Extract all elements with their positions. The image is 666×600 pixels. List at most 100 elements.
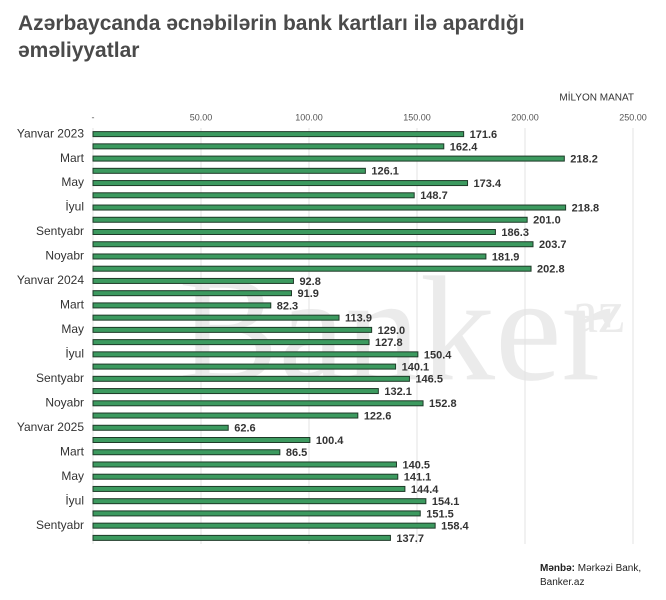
bar <box>92 155 565 162</box>
value-label: 151.5 <box>426 508 454 520</box>
y-tick-label: Sentyabr <box>36 371 84 385</box>
source-line: Mərkəzi Bank, <box>577 563 642 574</box>
value-label: 122.6 <box>364 410 392 422</box>
value-label: 140.1 <box>402 361 430 373</box>
bar <box>92 424 229 431</box>
y-tick-label: Yanvar 2025 <box>17 420 84 434</box>
value-label: 150.4 <box>424 349 452 361</box>
source-line: Banker.az <box>540 577 585 588</box>
bar <box>92 314 340 321</box>
y-tick-label: Yanvar 2023 <box>17 126 84 140</box>
value-label: 162.4 <box>450 141 478 153</box>
y-tick-label: May <box>61 175 84 189</box>
value-label: 91.9 <box>298 288 319 300</box>
bar <box>92 375 410 382</box>
y-tick-label: Mart <box>60 444 85 458</box>
y-tick-label: Noyabr <box>45 249 84 263</box>
chart-title: Azərbaycanda əcnəbilərin bank kartları i… <box>18 12 525 62</box>
value-label: 152.8 <box>429 398 457 410</box>
value-label: 129.0 <box>378 325 406 337</box>
x-tick-label: - <box>92 112 95 122</box>
x-tick-label: 150.00 <box>403 112 431 122</box>
x-tick-label: 200.00 <box>511 112 539 122</box>
value-label: 158.4 <box>441 521 469 533</box>
bar <box>92 290 293 297</box>
value-label: 100.4 <box>316 435 344 447</box>
value-label: 86.5 <box>286 447 307 459</box>
watermark-sup: az <box>571 279 624 345</box>
value-label: 218.2 <box>570 153 598 165</box>
bar <box>92 510 421 517</box>
y-tick-label: Yanvar 2024 <box>17 273 84 287</box>
bar <box>92 277 294 284</box>
value-label: 92.8 <box>299 276 320 288</box>
y-tick-label: Noyabr <box>45 395 84 409</box>
bar <box>92 192 415 199</box>
y-tick-label: May <box>61 469 84 483</box>
x-tick-label: 50.00 <box>190 112 213 122</box>
y-tick-label: İyul <box>65 200 84 214</box>
bar <box>92 302 272 309</box>
source-label: Mənbə: <box>540 563 575 574</box>
bar <box>92 412 359 419</box>
bar <box>92 167 366 174</box>
value-label: 146.5 <box>415 374 443 386</box>
bar <box>92 216 528 223</box>
value-label: 203.7 <box>539 239 567 251</box>
y-tick-label: İyul <box>65 347 84 361</box>
axis-label: MİLYON MANAT <box>559 91 634 104</box>
value-label: 186.3 <box>501 227 529 239</box>
bar <box>92 131 465 138</box>
y-tick-label: Mart <box>60 298 85 312</box>
source: Mənbə: Mərkəzi Bank, Banker.az <box>540 562 641 590</box>
value-label: 148.7 <box>420 190 448 202</box>
bar <box>92 143 445 150</box>
value-label: 202.8 <box>537 264 565 276</box>
bar <box>92 180 469 187</box>
bar <box>92 253 487 260</box>
bar <box>92 498 427 505</box>
y-tick-label: İyul <box>65 493 84 507</box>
value-label: 144.4 <box>411 484 439 496</box>
value-label: 173.4 <box>474 178 502 190</box>
bar <box>92 339 370 346</box>
bar <box>92 461 397 468</box>
bar <box>92 400 424 407</box>
bar <box>92 363 397 370</box>
bar <box>92 473 399 480</box>
x-tick-label: 100.00 <box>295 112 323 122</box>
bar <box>92 449 281 456</box>
value-label: 113.9 <box>345 313 372 325</box>
bar <box>92 388 379 395</box>
bar <box>92 265 532 272</box>
value-label: 154.1 <box>432 496 460 508</box>
bar <box>92 534 391 541</box>
value-label: 218.8 <box>572 202 600 214</box>
bar <box>92 241 534 248</box>
value-label: 127.8 <box>375 337 403 349</box>
bar <box>92 522 436 529</box>
value-label: 132.1 <box>384 386 412 398</box>
y-tick-label: Sentyabr <box>36 518 84 532</box>
value-label: 140.5 <box>402 459 430 471</box>
bar <box>92 437 311 443</box>
value-label: 201.0 <box>533 215 561 227</box>
value-label: 62.6 <box>234 423 255 435</box>
value-label: 141.1 <box>404 472 432 484</box>
bar <box>92 326 373 333</box>
bar <box>92 351 419 358</box>
value-label: 137.7 <box>396 533 424 545</box>
bar <box>92 485 406 492</box>
bar <box>92 229 496 235</box>
value-label: 171.6 <box>470 129 498 141</box>
value-label: 181.9 <box>492 251 520 263</box>
y-tick-label: May <box>61 322 84 336</box>
value-label: 82.3 <box>277 300 298 312</box>
bar <box>92 204 567 211</box>
x-tick-label: 250.00 <box>619 112 647 122</box>
value-label: 126.1 <box>371 166 399 178</box>
y-tick-label: Sentyabr <box>36 224 84 238</box>
y-tick-label: Mart <box>60 151 85 165</box>
